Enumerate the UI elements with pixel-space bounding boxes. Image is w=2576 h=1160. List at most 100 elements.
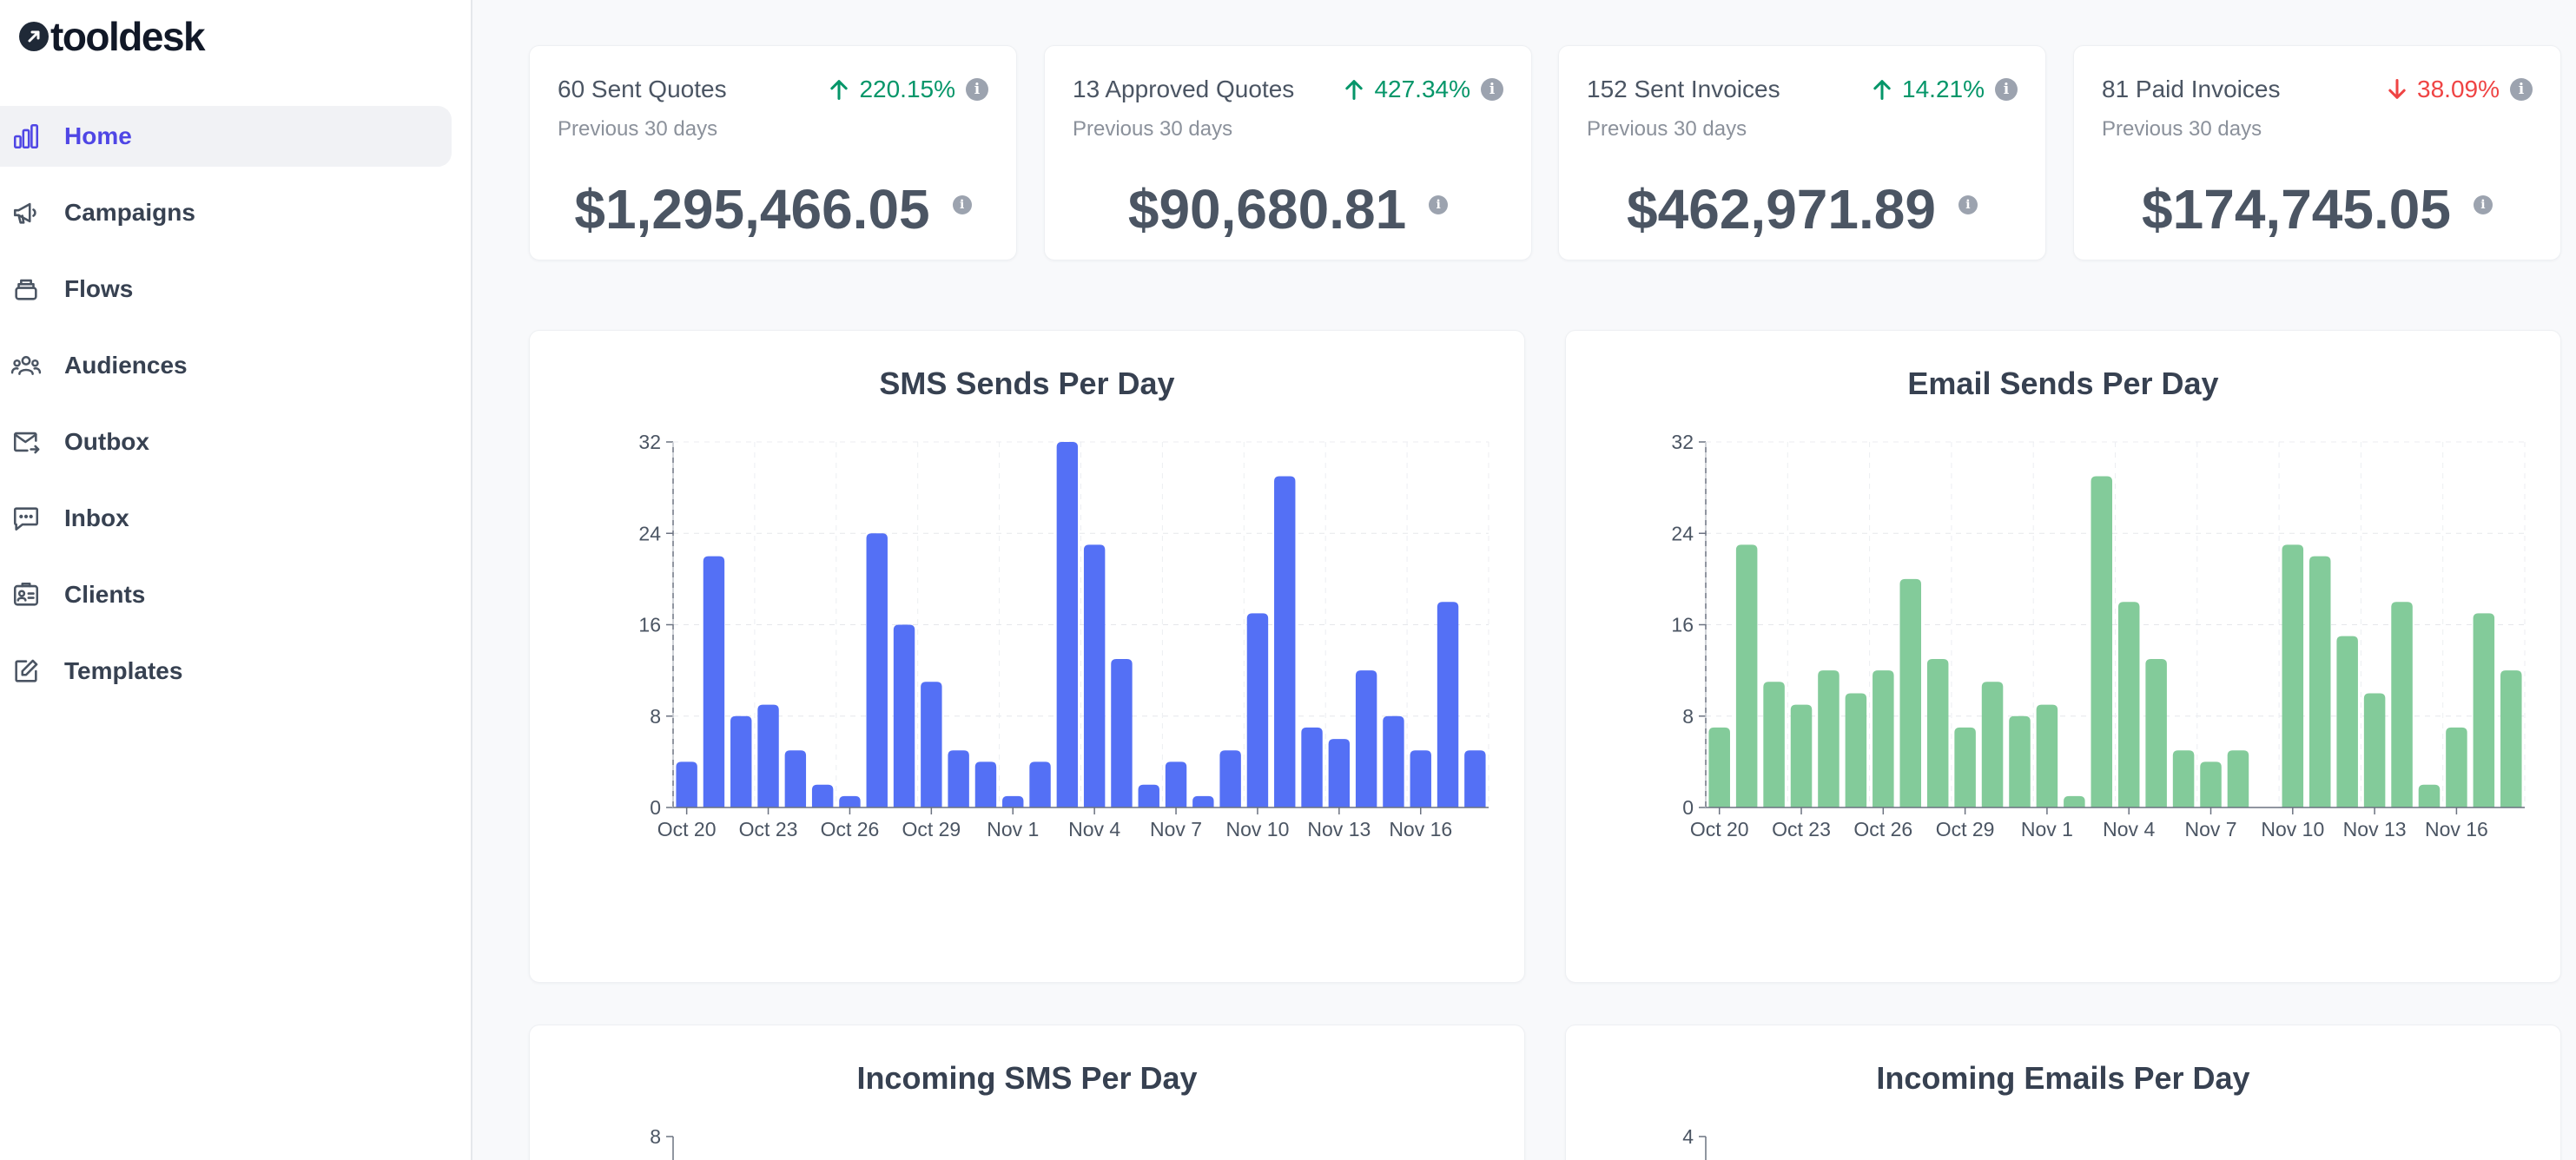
chart-card-email-sends: Email Sends Per Day 0 8 16 24 32 Oct 20 Oct 23… — [1565, 330, 2561, 983]
info-icon[interactable]: i — [2510, 78, 2533, 101]
edit-icon — [10, 656, 42, 687]
y-tick-label: 32 — [1671, 431, 1694, 453]
bar — [1383, 715, 1404, 807]
stat-card-sent-quotes: 60 Sent Quotes 220.15% i Previous 30 day… — [529, 45, 1017, 260]
stat-title: 152 Sent Invoices — [1587, 76, 1780, 102]
sms-sends-chart: 0 8 16 24 32 Oct 20 Oct 23 Oct 26 Oct 29 Nov 1 Nov… — [638, 431, 1489, 840]
stat-value: $90,680.81 — [1127, 178, 1407, 241]
x-tick-label: Nov 10 — [2261, 818, 2324, 840]
sidebar-nav: Home Campaigns Flows Audiences Outbox — [0, 106, 452, 717]
x-tick-label: Nov 4 — [1068, 818, 1120, 840]
stat-title: 60 Sent Quotes — [558, 76, 727, 102]
x-tick-label: Oct 23 — [1772, 818, 1831, 840]
stat-change-value: 427.34% — [1374, 76, 1470, 102]
bar — [1926, 658, 1949, 807]
stat-card-paid-invoices: 81 Paid Invoices 38.09% i Previous 30 da… — [2073, 45, 2561, 260]
x-tick-label: Oct 29 — [1936, 818, 1995, 840]
bar — [784, 750, 807, 807]
sidebar-item-campaigns[interactable]: Campaigns — [0, 182, 452, 243]
y-tick-label: 8 — [1682, 705, 1694, 728]
y-tick-label: 16 — [638, 614, 661, 636]
stat-change: 220.15% i — [828, 76, 988, 103]
stat-change-value: 220.15% — [859, 76, 955, 102]
bar — [1954, 727, 1976, 807]
bar — [1301, 727, 1323, 807]
info-icon[interactable]: i — [1958, 195, 1978, 214]
incoming-emails-chart: 4 — [1682, 1125, 1707, 1160]
stat-period: Previous 30 days — [558, 117, 718, 141]
bar — [2446, 727, 2467, 807]
x-tick-label: Oct 29 — [902, 818, 961, 840]
bar — [811, 784, 834, 807]
info-icon[interactable]: i — [1995, 78, 2018, 101]
sidebar-item-label: Campaigns — [64, 199, 195, 226]
x-tick-label: Nov 1 — [987, 818, 1039, 840]
bar — [1246, 613, 1269, 807]
sidebar-item-flows[interactable]: Flows — [0, 259, 452, 320]
bar — [1437, 602, 1459, 807]
info-icon[interactable]: i — [966, 78, 988, 101]
arrow-up-icon — [1873, 80, 1891, 101]
x-tick-label: Nov 7 — [2184, 818, 2236, 840]
sidebar-item-label: Flows — [64, 275, 134, 302]
sidebar: tooldesk Home Campaigns Flows Audiences — [0, 0, 472, 1160]
chart-title: SMS Sends Per Day — [879, 366, 1175, 401]
sidebar-item-audiences[interactable]: Audiences — [0, 335, 452, 396]
sidebar-item-inbox[interactable]: Inbox — [0, 488, 452, 549]
bar — [1899, 578, 1922, 807]
stat-title: 13 Approved Quotes — [1073, 76, 1295, 102]
chart-title: Incoming SMS Per Day — [856, 1060, 1198, 1096]
sidebar-item-label: Home — [64, 122, 132, 149]
bar — [2418, 784, 2441, 807]
chart-title: Email Sends Per Day — [1907, 366, 2219, 401]
info-icon[interactable]: i — [2473, 195, 2493, 214]
bar — [2145, 658, 2167, 807]
bar — [2091, 476, 2113, 807]
info-icon[interactable]: i — [952, 195, 972, 214]
bar — [1873, 670, 1894, 807]
bar — [2473, 613, 2495, 807]
chart-title: Incoming Emails Per Day — [1876, 1060, 2250, 1096]
bar — [1111, 658, 1133, 807]
info-icon[interactable]: i — [1481, 78, 1503, 101]
bar — [1708, 727, 1730, 807]
x-tick-label: Nov 10 — [1226, 818, 1290, 840]
y-tick-label: 8 — [650, 705, 661, 728]
x-tick-label: Nov 4 — [2103, 818, 2155, 840]
sidebar-item-templates[interactable]: Templates — [0, 641, 452, 702]
bar — [2282, 544, 2304, 807]
layers-icon — [10, 274, 42, 305]
stat-value: $1,295,466.05 — [574, 178, 930, 241]
bar — [2227, 750, 2249, 807]
bar — [1845, 693, 1867, 807]
brand-name: tooldesk — [50, 14, 206, 59]
bar — [974, 761, 997, 807]
bar — [1165, 761, 1187, 807]
bar — [2064, 795, 2085, 807]
bar — [2117, 602, 2140, 807]
sidebar-item-outbox[interactable]: Outbox — [0, 412, 452, 472]
bar — [1763, 682, 1785, 807]
sidebar-item-label: Audiences — [64, 352, 188, 379]
bar — [839, 795, 861, 807]
bar — [1138, 784, 1159, 807]
sidebar-item-clients[interactable]: Clients — [0, 564, 452, 625]
stat-period: Previous 30 days — [1073, 117, 1233, 141]
sidebar-item-home[interactable]: Home — [0, 106, 452, 167]
mail-out-icon — [10, 426, 42, 458]
stat-change: 14.21% i — [1871, 76, 2018, 103]
stat-change: 427.34% i — [1343, 76, 1503, 103]
bar — [893, 624, 915, 807]
x-tick-label: Oct 26 — [1853, 818, 1912, 840]
stat-value: $462,971.89 — [1627, 178, 1936, 241]
arrow-up-icon — [830, 80, 849, 101]
info-icon[interactable]: i — [1429, 195, 1449, 214]
sidebar-item-label: Clients — [64, 581, 146, 608]
y-tick-label: 24 — [638, 522, 661, 544]
bar — [703, 556, 725, 807]
stat-title: 81 Paid Invoices — [2102, 76, 2281, 102]
y-tick-label: 4 — [1682, 1125, 1694, 1148]
bar — [1274, 476, 1296, 807]
brand-logo[interactable]: tooldesk — [19, 14, 206, 59]
bar — [2500, 670, 2522, 807]
